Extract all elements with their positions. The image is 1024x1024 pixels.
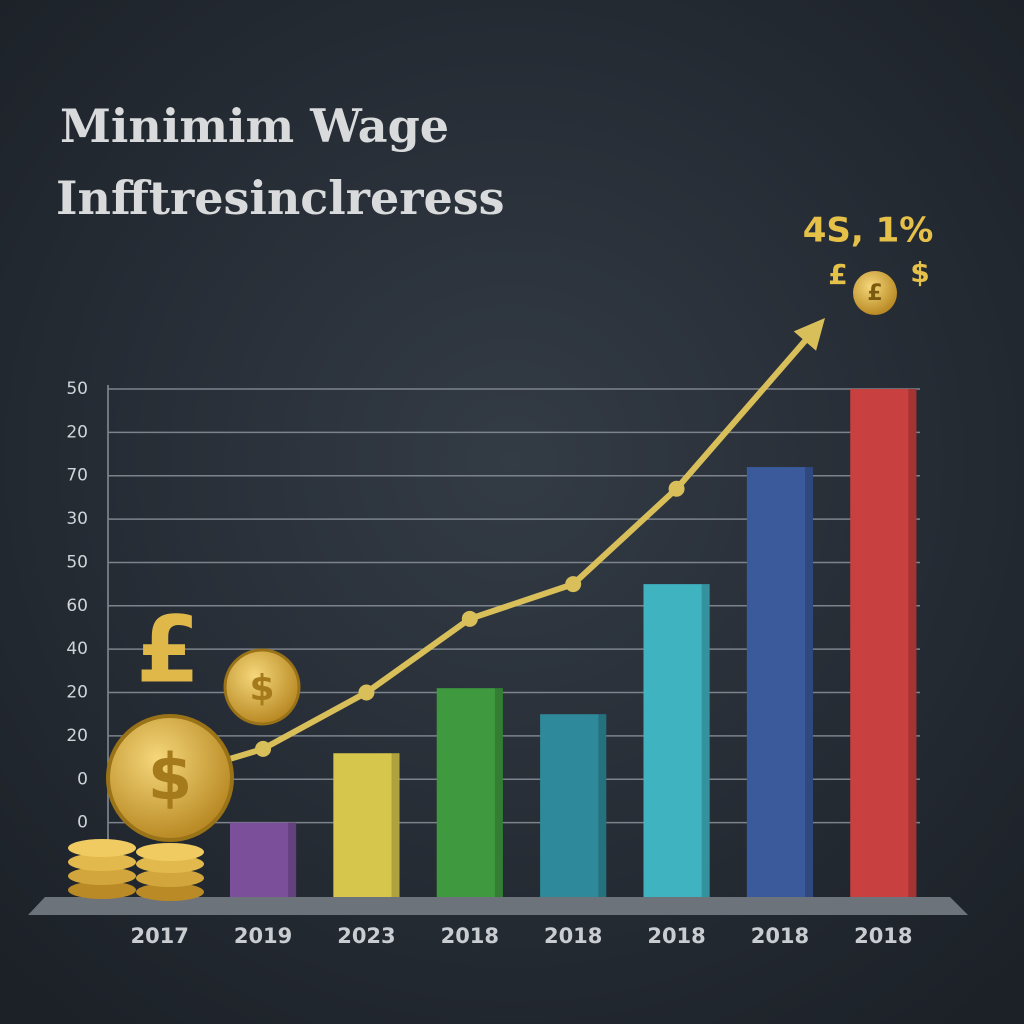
floor [28, 897, 968, 915]
x-tick-label: 2017 [130, 924, 188, 948]
plot: 0 0 20 20 40 60 50 30 70 20 50 2017 2019 2023 2018 2018… [66, 318, 920, 948]
y-tick-label: 50 [66, 552, 88, 572]
x-tick-label: 2018 [441, 924, 499, 948]
x-tick-label: 2018 [544, 924, 602, 948]
y-tick-label: 0 [77, 813, 88, 833]
x-tick-label: 2023 [337, 924, 395, 948]
annotation: $ [910, 256, 929, 289]
bar [643, 584, 710, 897]
annotation: 4S, 1% [803, 211, 934, 251]
x-tick-label: 2018 [647, 924, 705, 948]
y-tick-label: 70 [66, 466, 88, 486]
coins: $ $ £ [68, 596, 301, 901]
y-tick-label: 30 [66, 509, 88, 529]
bar [540, 714, 607, 897]
bar [436, 688, 503, 897]
trend-point [461, 610, 478, 627]
trend-point [358, 684, 375, 701]
y-tick-label: 60 [66, 596, 88, 616]
bar-shade [908, 389, 917, 897]
trend-point [565, 576, 582, 593]
coin [853, 271, 897, 315]
y-tick-label: 0 [77, 769, 88, 789]
bar [333, 753, 400, 897]
bar-shade [598, 714, 607, 897]
coin-symbol: $ [249, 668, 274, 709]
trend-arrow-head [793, 318, 825, 351]
bar-shade [288, 822, 297, 897]
trend-point [255, 740, 272, 757]
x-tick-label: 2018 [854, 924, 912, 948]
y-tick-label: 20 [66, 726, 88, 746]
x-tick-label: 2018 [751, 924, 809, 948]
chart-subtitle: Infftresinclreress [56, 171, 505, 225]
trend-arrow-shaft [674, 332, 814, 491]
annotation: £ [828, 258, 847, 291]
trend-point [668, 480, 685, 497]
y-tick-label: 20 [66, 422, 88, 442]
bar-shade [494, 688, 503, 897]
annotation: £ [867, 281, 882, 306]
bar [229, 822, 297, 897]
bar-shade [391, 753, 400, 897]
y-tick-label: 50 [66, 379, 88, 399]
bar-shade [701, 584, 710, 897]
bar-shade [805, 467, 814, 897]
x-tick-label: 2019 [234, 924, 292, 948]
bar [850, 389, 917, 897]
bar [746, 467, 814, 897]
chart-title: Minimim Wage [60, 99, 449, 153]
coin-symbol: $ [148, 742, 193, 816]
coin-symbol: £ [136, 596, 200, 703]
y-tick-label: 20 [66, 683, 88, 703]
y-tick-label: 40 [66, 639, 88, 659]
